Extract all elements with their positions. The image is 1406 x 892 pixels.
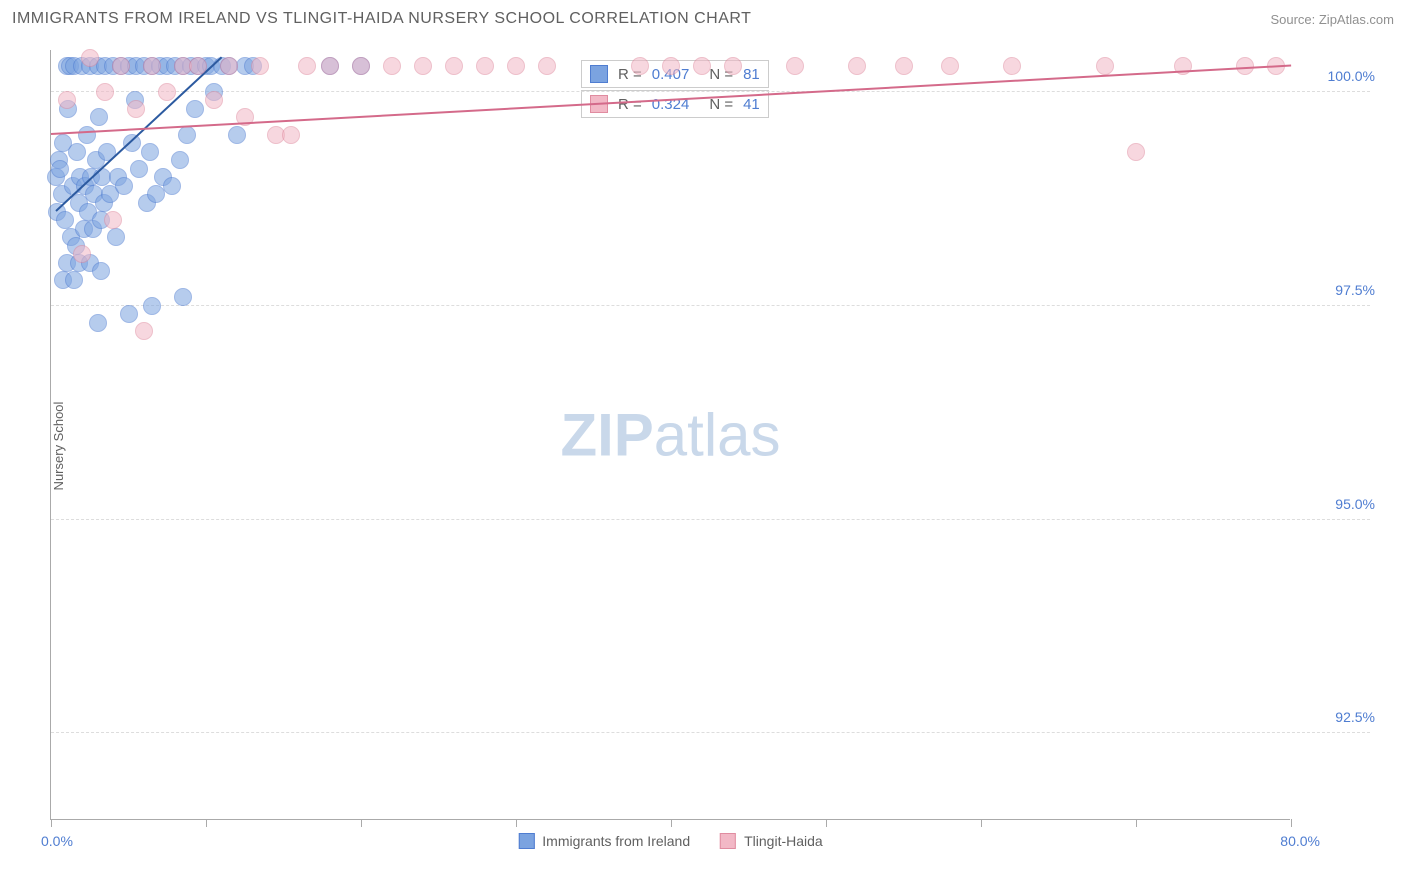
chart-source: Source: ZipAtlas.com xyxy=(1270,12,1394,27)
data-point xyxy=(538,57,556,75)
data-point xyxy=(96,83,114,101)
data-point xyxy=(112,57,130,75)
scatter-chart: ZIPatlas Immigrants from Ireland Tlingit… xyxy=(50,50,1290,820)
data-point xyxy=(631,57,649,75)
data-point xyxy=(1096,57,1114,75)
data-point xyxy=(89,314,107,332)
x-tick xyxy=(826,819,827,827)
data-point xyxy=(58,91,76,109)
data-point xyxy=(163,177,181,195)
data-point xyxy=(65,271,83,289)
x-tick xyxy=(361,819,362,827)
x-axis-max-label: 80.0% xyxy=(1280,833,1320,849)
data-point xyxy=(298,57,316,75)
data-point xyxy=(189,57,207,75)
data-point xyxy=(92,262,110,280)
legend-swatch-tlingit xyxy=(720,833,736,849)
stats-r-label-1: R = xyxy=(618,96,642,113)
data-point xyxy=(78,126,96,144)
data-point xyxy=(220,57,238,75)
data-point xyxy=(178,126,196,144)
legend: Immigrants from Ireland Tlingit-Haida xyxy=(518,833,822,849)
gridline xyxy=(51,91,1370,92)
data-point xyxy=(123,134,141,152)
data-point xyxy=(476,57,494,75)
x-tick xyxy=(981,819,982,827)
legend-item-tlingit: Tlingit-Haida xyxy=(720,833,823,849)
data-point xyxy=(73,245,91,263)
legend-label-ireland: Immigrants from Ireland xyxy=(542,833,690,849)
data-point xyxy=(158,83,176,101)
data-point xyxy=(1127,143,1145,161)
gridline xyxy=(51,305,1370,306)
data-point xyxy=(127,100,145,118)
gridline xyxy=(51,732,1370,733)
data-point xyxy=(141,143,159,161)
data-point xyxy=(130,160,148,178)
legend-item-ireland: Immigrants from Ireland xyxy=(518,833,690,849)
data-point xyxy=(662,57,680,75)
data-point xyxy=(228,126,246,144)
x-tick xyxy=(516,819,517,827)
y-tick-label: 97.5% xyxy=(1300,282,1375,298)
data-point xyxy=(174,288,192,306)
stats-n-value-1: 41 xyxy=(743,96,760,113)
chart-title: IMMIGRANTS FROM IRELAND VS TLINGIT-HAIDA… xyxy=(12,10,751,28)
data-point xyxy=(104,211,122,229)
data-point xyxy=(115,177,133,195)
y-tick-label: 100.0% xyxy=(1300,68,1375,84)
data-point xyxy=(135,322,153,340)
data-point xyxy=(693,57,711,75)
data-point xyxy=(507,57,525,75)
x-axis-min-label: 0.0% xyxy=(41,833,73,849)
data-point xyxy=(941,57,959,75)
data-point xyxy=(143,57,161,75)
watermark-bold: ZIP xyxy=(560,401,653,468)
data-point xyxy=(51,160,69,178)
legend-swatch-ireland xyxy=(518,833,534,849)
data-point xyxy=(445,57,463,75)
x-tick xyxy=(671,819,672,827)
x-tick xyxy=(51,819,52,827)
stats-n-value-0: 81 xyxy=(743,66,760,83)
data-point xyxy=(81,49,99,67)
stats-swatch-ireland xyxy=(590,65,608,83)
data-point xyxy=(186,100,204,118)
x-tick xyxy=(1291,819,1292,827)
watermark: ZIPatlas xyxy=(560,400,780,469)
chart-header: IMMIGRANTS FROM IRELAND VS TLINGIT-HAIDA… xyxy=(12,10,1394,28)
data-point xyxy=(1003,57,1021,75)
data-point xyxy=(282,126,300,144)
data-point xyxy=(171,151,189,169)
data-point xyxy=(848,57,866,75)
x-tick xyxy=(1136,819,1137,827)
data-point xyxy=(352,57,370,75)
data-point xyxy=(107,228,125,246)
data-point xyxy=(786,57,804,75)
source-value: ZipAtlas.com xyxy=(1319,12,1394,27)
data-point xyxy=(56,211,74,229)
source-label: Source: xyxy=(1270,12,1318,27)
data-point xyxy=(251,57,269,75)
x-tick xyxy=(206,819,207,827)
data-point xyxy=(120,305,138,323)
gridline xyxy=(51,519,1370,520)
data-point xyxy=(895,57,913,75)
legend-label-tlingit: Tlingit-Haida xyxy=(744,833,823,849)
y-tick-label: 95.0% xyxy=(1300,496,1375,512)
data-point xyxy=(414,57,432,75)
data-point xyxy=(90,108,108,126)
data-point xyxy=(143,297,161,315)
y-tick-label: 92.5% xyxy=(1300,709,1375,725)
data-point xyxy=(205,91,223,109)
data-point xyxy=(68,143,86,161)
data-point xyxy=(383,57,401,75)
watermark-light: atlas xyxy=(654,401,781,468)
data-point xyxy=(321,57,339,75)
data-point xyxy=(724,57,742,75)
